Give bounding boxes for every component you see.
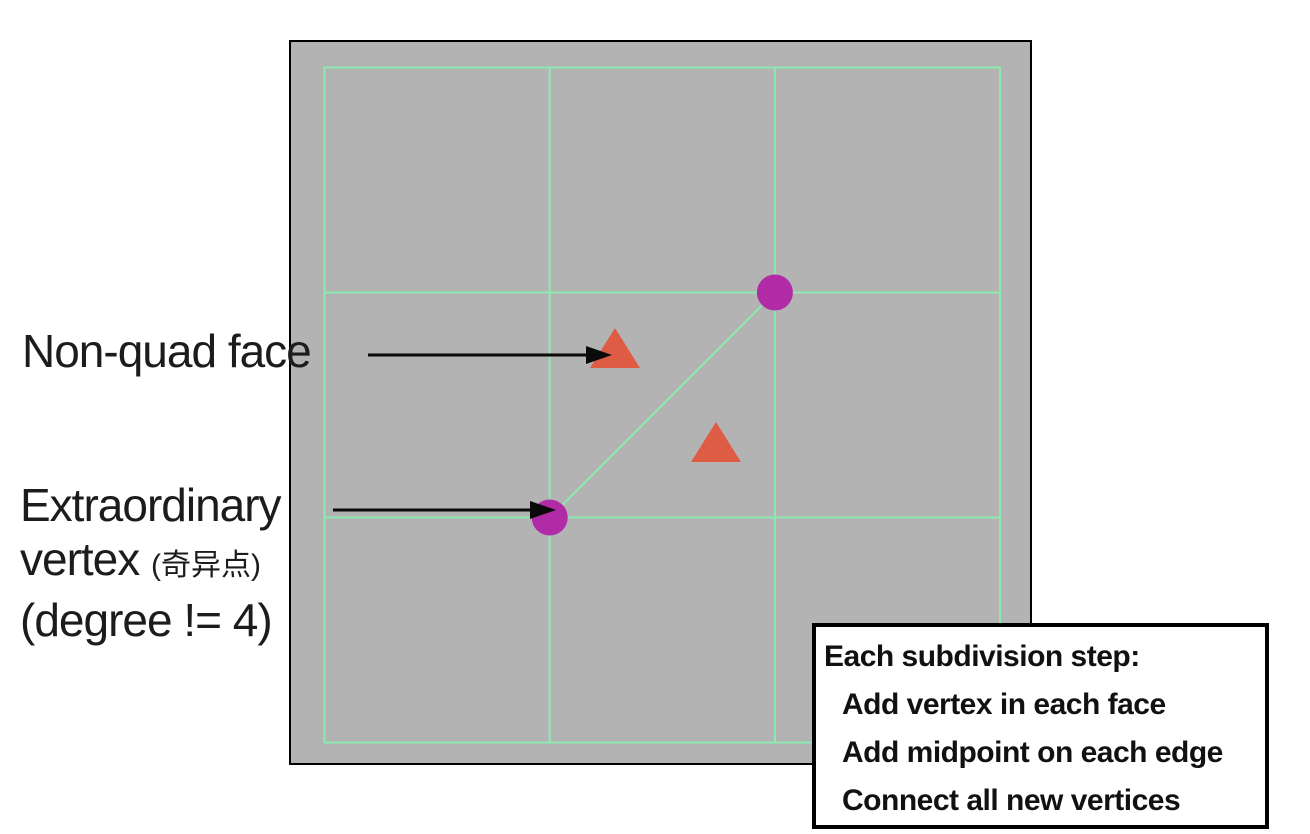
subdivision-step-1: Add vertex in each face xyxy=(842,688,1166,721)
wireframe-outer-rect xyxy=(323,66,1001,744)
extraordinary-label-line3: (degree != 4) xyxy=(20,594,273,646)
wireframe-diagonal-edge xyxy=(548,291,776,519)
extraordinary-label-line2-en: vertex xyxy=(20,533,152,585)
arrow-to-non-quad-face xyxy=(368,346,612,364)
extraordinary-label-line2-cn: (奇异点) xyxy=(151,549,262,582)
subdivision-step-3: Connect all new vertices xyxy=(842,784,1181,817)
subdivision-steps-box: Each subdivision step: Add vertex in eac… xyxy=(812,623,1269,829)
extraordinary-label-line2: vertex (奇异点) xyxy=(20,532,281,593)
arrow-to-vertex-head-icon xyxy=(530,501,556,519)
wireframe-grid xyxy=(323,66,1001,744)
non-quad-face-marker-2 xyxy=(691,422,741,462)
extraordinary-vertex-label: Extraordinary vertex (奇异点) (degree != 4) xyxy=(20,478,282,647)
arrow-to-face-head-icon xyxy=(586,346,612,364)
subdivision-step-2: Add midpoint on each edge xyxy=(842,736,1223,769)
arrow-to-extraordinary-vertex xyxy=(333,501,556,519)
extraordinary-vertex-dot-1 xyxy=(756,274,793,311)
subdivision-steps-title: Each subdivision step: xyxy=(824,640,1140,673)
extraordinary-label-line1: Extraordinary xyxy=(20,479,282,531)
non-quad-face-label: Non-quad face xyxy=(22,325,312,377)
